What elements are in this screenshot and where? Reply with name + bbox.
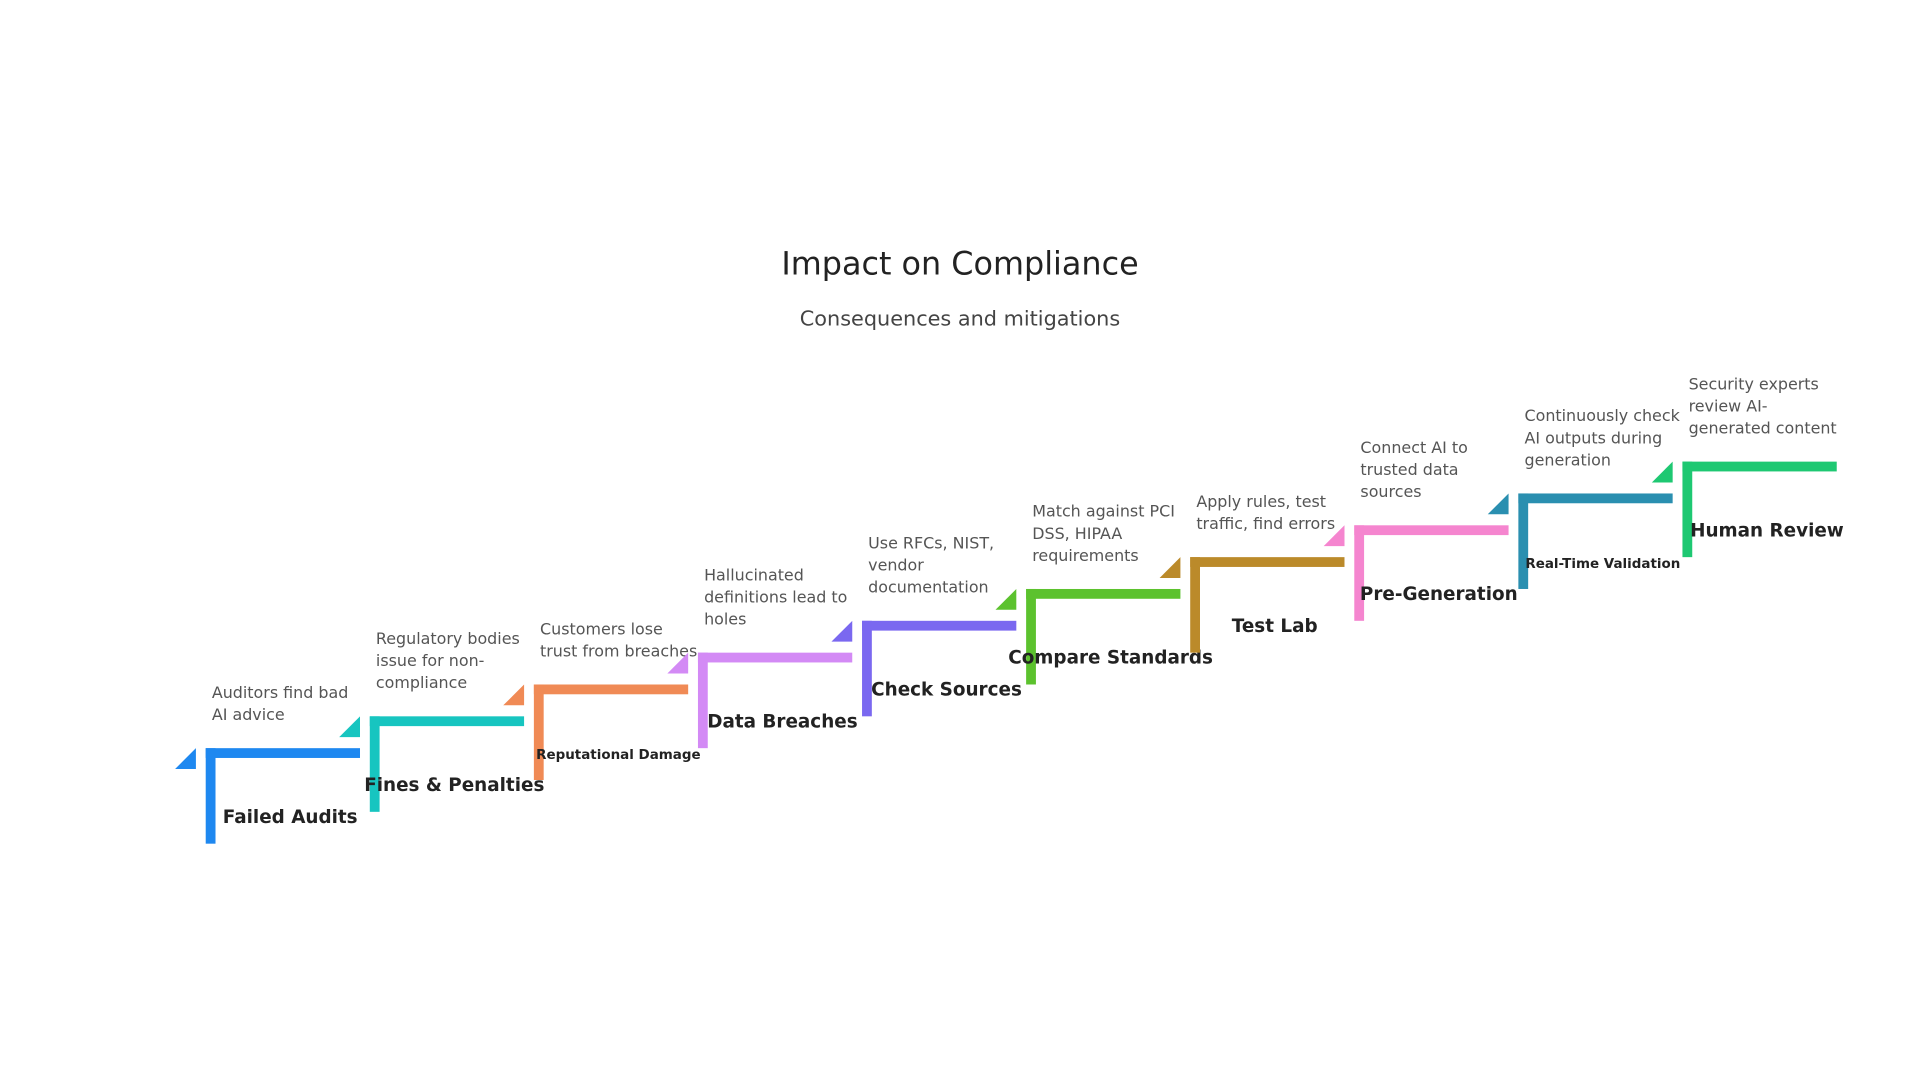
step-riser xyxy=(1682,461,1693,558)
step-label: Reputational Damage xyxy=(536,748,701,763)
step-description: AI advice xyxy=(212,705,285,724)
step-riser xyxy=(1026,588,1036,685)
step-description: sources xyxy=(1360,482,1421,501)
step-description: holes xyxy=(704,609,746,628)
step-label: Test Lab xyxy=(1232,616,1318,637)
step-bar xyxy=(1518,493,1673,504)
step-label: Check Sources xyxy=(871,680,1022,701)
step-description: Continuously check xyxy=(1524,406,1680,425)
step-description: review AI- xyxy=(1689,396,1768,415)
step-bar xyxy=(1026,588,1181,599)
step-label: Real-Time Validation xyxy=(1525,557,1680,572)
title: Impact on Compliance xyxy=(781,244,1138,282)
step-riser xyxy=(533,684,544,780)
step-label: Pre-Generation xyxy=(1360,584,1518,605)
step-riser xyxy=(1354,525,1365,621)
step-riser xyxy=(862,620,872,717)
step-bar xyxy=(1682,461,1837,472)
step-description: trusted data xyxy=(1360,460,1458,479)
step-arrow xyxy=(831,620,853,642)
step-bar xyxy=(369,716,525,727)
step-riser xyxy=(1518,493,1529,589)
step-label: Compare Standards xyxy=(1008,648,1213,669)
step-description: Apply rules, test xyxy=(1196,492,1326,511)
step-description: requirements xyxy=(1032,546,1138,565)
step-description: Auditors find bad xyxy=(212,683,349,702)
step-description: vendor xyxy=(868,556,924,575)
step-arrow xyxy=(1159,557,1181,578)
step-description: Regulatory bodies xyxy=(376,629,520,648)
step-description: Use RFCs, NIST, xyxy=(868,534,994,553)
step-arrow xyxy=(995,588,1017,610)
step-bar xyxy=(533,684,689,695)
step-arrow xyxy=(175,748,196,769)
step-label: Human Review xyxy=(1690,520,1844,541)
step-description: definitions lead to xyxy=(704,587,847,606)
step-description: Hallucinated xyxy=(704,565,804,584)
step-description: traffic, find errors xyxy=(1196,514,1335,533)
step-arrow xyxy=(339,716,360,738)
step-description: issue for non- xyxy=(376,651,484,670)
step-description: trust from breaches xyxy=(540,641,697,660)
step-description: compliance xyxy=(376,673,467,692)
step-label: Fines & Penalties xyxy=(364,775,544,796)
step-description: Customers lose xyxy=(540,619,663,638)
step-description: documentation xyxy=(868,578,988,597)
step-riser xyxy=(1190,557,1200,653)
step-description: generated content xyxy=(1689,418,1837,437)
subtitle: Consequences and mitigations xyxy=(800,307,1120,331)
step-description: generation xyxy=(1524,450,1611,469)
step-description: DSS, HIPAA xyxy=(1032,524,1122,543)
step-bar xyxy=(697,652,853,663)
step-bar xyxy=(205,748,360,758)
step-description: AI outputs during xyxy=(1524,428,1662,447)
step-description: Connect AI to xyxy=(1360,438,1467,457)
step-riser xyxy=(697,652,708,749)
step-bar xyxy=(1354,525,1509,536)
step-bar xyxy=(1190,557,1345,567)
step-description: Match against PCI xyxy=(1032,502,1175,521)
step-arrow xyxy=(1651,461,1673,483)
step-riser xyxy=(205,748,216,844)
step-label: Failed Audits xyxy=(223,807,358,828)
step-description: Security experts xyxy=(1689,374,1819,393)
step-riser xyxy=(369,716,380,812)
step-label: Data Breaches xyxy=(707,711,857,732)
step-bar xyxy=(862,620,1017,631)
step-arrow xyxy=(503,684,525,706)
step-arrow xyxy=(1487,493,1509,515)
